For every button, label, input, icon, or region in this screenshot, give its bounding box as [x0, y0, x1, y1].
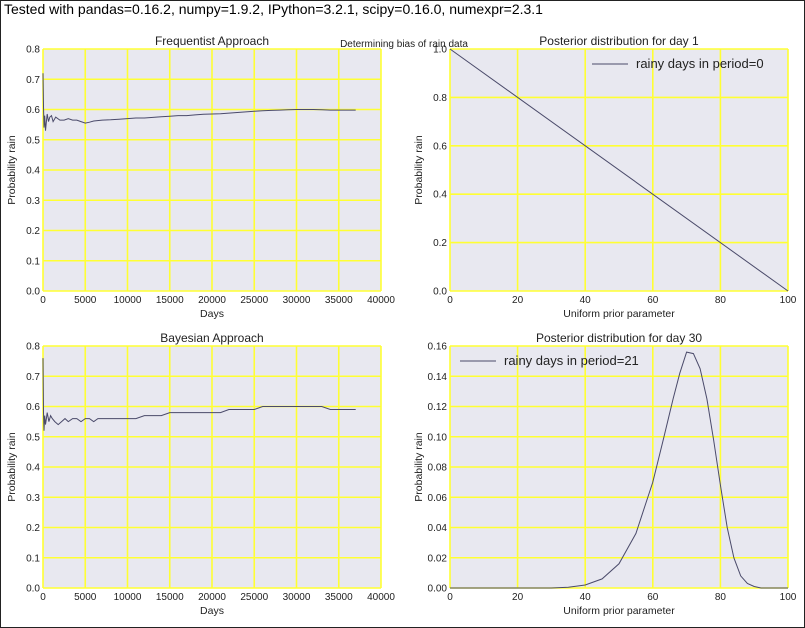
y-tick-label: 0.08	[428, 463, 448, 474]
x-tick-label: 60	[647, 295, 659, 306]
x-tick-label: 40000	[367, 295, 395, 306]
y-tick-label: 0.8	[26, 342, 40, 353]
x-tick-label: 100	[780, 295, 797, 306]
series-line	[42, 73, 356, 131]
legend-entry: rainy days in period=21	[504, 353, 639, 368]
y-tick-label: 0.8	[26, 45, 40, 56]
x-axis-label: Days	[200, 605, 224, 617]
y-tick-label: 0.1	[26, 256, 40, 267]
y-axis-label: Probability rain	[6, 432, 18, 502]
series-line	[449, 48, 789, 292]
y-tick-label: 0.14	[428, 372, 448, 383]
y-tick-label: 0.02	[428, 553, 448, 564]
y-tick-label: 0.0	[433, 287, 447, 298]
y-tick-label: 0.4	[26, 166, 40, 177]
x-tick-label: 0	[447, 295, 453, 306]
y-tick-label: 0.04	[428, 523, 448, 534]
x-tick-label: 25000	[240, 592, 268, 603]
x-tick-label: 20000	[198, 592, 226, 603]
y-tick-label: 0.4	[26, 463, 40, 474]
y-axis-label: Probability rain	[6, 135, 18, 205]
subplot-title: Bayesian Approach	[160, 331, 263, 345]
x-tick-label: 30000	[283, 295, 311, 306]
x-tick-label: 15000	[156, 592, 184, 603]
y-tick-label: 0.00	[428, 584, 448, 595]
x-tick-label: 10000	[114, 295, 142, 306]
subplot-2: 0 20 40 60 80 100 0.0 0.2 0.4 0.6 0.8 1.0 Posterior …	[413, 34, 797, 320]
y-tick-label: 0.16	[428, 342, 448, 353]
x-tick-label: 10000	[114, 592, 142, 603]
y-tick-label: 0.1	[26, 553, 40, 564]
x-tick-label: 35000	[325, 592, 353, 603]
y-tick-label: 0.12	[428, 402, 448, 413]
y-tick-label: 0.7	[26, 372, 40, 383]
y-axis-label: Probability rain	[413, 432, 425, 502]
y-tick-label: 0.5	[26, 432, 40, 443]
x-tick-label: 60	[647, 592, 659, 603]
y-tick-label: 0.2	[26, 226, 40, 237]
legend-entry: rainy days in period=0	[636, 56, 764, 71]
x-tick-label: 20000	[198, 295, 226, 306]
y-tick-label: 0.0	[26, 584, 40, 595]
y-tick-label: 0.10	[428, 432, 448, 443]
y-tick-label: 0.6	[26, 402, 40, 413]
x-tick-label: 30000	[283, 592, 311, 603]
series-line	[450, 351, 788, 589]
y-tick-label: 0.06	[428, 493, 448, 504]
subplot-title: Frequentist Approach	[155, 34, 269, 48]
subplot-title: Posterior distribution for day 30	[536, 331, 702, 345]
x-tick-label: 100	[780, 592, 797, 603]
y-tick-label: 0.2	[433, 238, 447, 249]
y-tick-label: 0.6	[433, 141, 447, 152]
x-tick-label: 40	[580, 592, 592, 603]
y-axis-label: Probability rain	[413, 135, 425, 205]
x-tick-label: 80	[715, 592, 727, 603]
x-tick-label: 20	[512, 295, 524, 306]
x-tick-label: 35000	[325, 295, 353, 306]
x-tick-label: 20	[512, 592, 524, 603]
x-tick-label: 40	[580, 295, 592, 306]
y-tick-label: 0.0	[26, 287, 40, 298]
version-caption: Tested with pandas=0.16.2, numpy=1.9.2, …	[4, 1, 543, 17]
y-tick-label: 0.3	[26, 493, 40, 504]
x-tick-label: 40000	[367, 592, 395, 603]
subplot-title: Posterior distribution for day 1	[539, 34, 699, 48]
x-tick-label: 5000	[74, 295, 97, 306]
x-axis-label: Uniform prior parameter	[563, 308, 675, 320]
subplot-4: 0 20 40 60 80 100 0.00 0.02 0.04 0.06 0.08 0.10 0.12…	[413, 331, 797, 617]
x-axis-label: Uniform prior parameter	[563, 605, 675, 617]
subplot-1: 0 5000 10000 15000 20000 25000 30000 35000 40000…	[6, 34, 395, 320]
y-tick-label: 0.2	[26, 523, 40, 534]
subplot-3: 0 5000 10000 15000 20000 25000 30000 35000 40000…	[6, 331, 395, 617]
x-tick-label: 0	[40, 592, 46, 603]
y-tick-label: 0.5	[26, 135, 40, 146]
x-axis-label: Days	[200, 308, 224, 320]
y-tick-label: 0.4	[433, 190, 447, 201]
y-tick-label: 0.7	[26, 75, 40, 86]
x-tick-label: 0	[40, 295, 46, 306]
y-tick-label: 0.8	[433, 93, 447, 104]
x-tick-label: 25000	[240, 295, 268, 306]
series-line	[42, 358, 356, 431]
x-tick-label: 5000	[74, 592, 97, 603]
figure-suptitle: Determining bias of rain data	[340, 39, 468, 50]
x-tick-label: 15000	[156, 295, 184, 306]
y-tick-label: 0.6	[26, 105, 40, 116]
y-tick-label: 0.3	[26, 196, 40, 207]
y-tick-label: 1.0	[433, 45, 447, 56]
x-tick-label: 80	[715, 295, 727, 306]
x-tick-label: 0	[447, 592, 453, 603]
